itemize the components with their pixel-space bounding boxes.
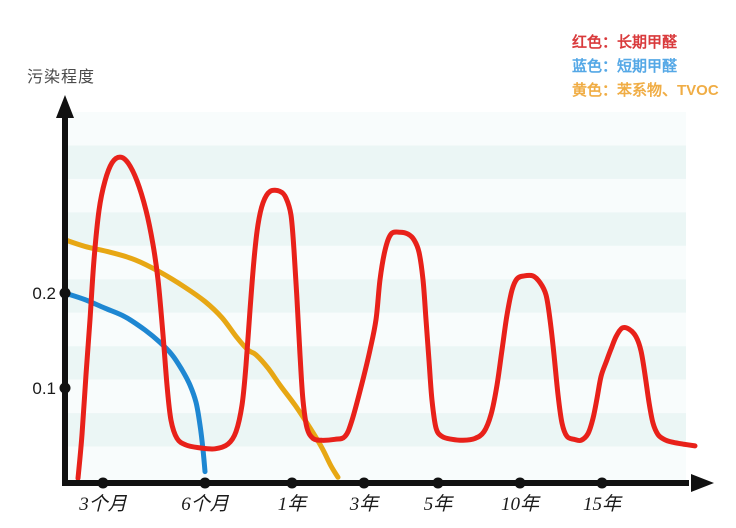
x-tick-label: 3个月 xyxy=(78,494,128,515)
x-tick-label: 6个月 xyxy=(181,494,230,515)
plot-background-stripe xyxy=(65,178,686,213)
legend-item-short-term-formaldehyde: 蓝色：短期甲醛 xyxy=(572,58,678,75)
y-axis-arrow-icon xyxy=(56,95,74,118)
plot-background-stripe xyxy=(65,346,686,380)
series-curve-黄色 xyxy=(62,237,341,480)
legend-item-benzene-tvoc: 黄色：苯系物、TVOC xyxy=(572,82,719,99)
legend-item-long-term-formaldehyde: 红色：长期甲醛 xyxy=(572,34,678,51)
x-tick-dot xyxy=(286,477,298,489)
x-tick-label: 1年 xyxy=(278,493,309,515)
x-tick-label: 5年 xyxy=(424,493,455,515)
series-curve-蓝色 xyxy=(62,290,208,475)
x-tick-dot xyxy=(199,477,211,489)
series-curve-红色 xyxy=(75,154,698,481)
y-axis-title: 污染程度 xyxy=(27,69,96,86)
x-tick-dot xyxy=(596,477,608,489)
x-tick-dot xyxy=(514,477,526,489)
legend: 红色：长期甲醛 蓝色：短期甲醛 黄色：苯系物、TVOC xyxy=(572,31,719,103)
y-tick-dot xyxy=(59,287,71,299)
x-tick-label: 10年 xyxy=(501,493,541,515)
plot-background-stripe xyxy=(65,446,686,480)
y-tick-label: 0.1 xyxy=(32,379,56,398)
x-tick-dot xyxy=(97,477,109,489)
plot-background-stripe xyxy=(65,245,686,280)
y-tick-label: 0.2 xyxy=(32,284,56,303)
plot-background-stripe xyxy=(65,212,686,246)
y-tick-dot xyxy=(59,382,71,394)
x-tick-dot xyxy=(358,477,370,489)
x-axis-arrow-icon xyxy=(691,474,714,492)
x-tick-label: 15年 xyxy=(583,493,623,515)
x-axis-line xyxy=(62,480,689,486)
plot-background-stripe xyxy=(65,112,686,146)
x-tick-label: 3年 xyxy=(349,493,381,515)
x-tick-dot xyxy=(432,477,444,489)
plot-background-stripe xyxy=(65,145,686,179)
